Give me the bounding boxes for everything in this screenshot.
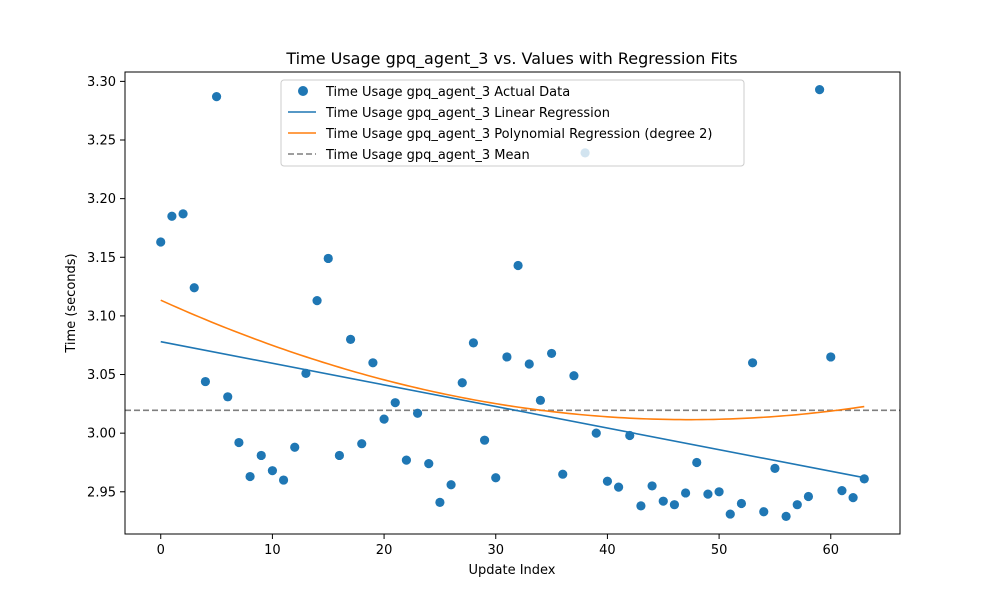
y-tick-label: 3.00	[87, 427, 116, 442]
data-point	[502, 352, 512, 362]
x-tick-label: 20	[376, 543, 393, 558]
x-axis: 0 10 20 30 40 50 60	[157, 534, 839, 558]
data-point	[636, 501, 646, 511]
data-point	[736, 498, 747, 509]
data-point	[245, 471, 255, 482]
data-point	[178, 209, 188, 219]
data-point	[859, 474, 869, 484]
x-tick-label: 60	[822, 543, 839, 558]
data-point	[815, 84, 825, 95]
data-point	[468, 338, 479, 348]
data-point	[602, 476, 613, 486]
linear-regression-line	[160, 340, 865, 479]
data-point	[491, 473, 501, 483]
data-point	[781, 511, 791, 522]
data-point	[747, 358, 758, 368]
y-tick-label: 3.25	[87, 134, 116, 149]
legend-marker-actual	[298, 86, 308, 96]
data-point	[357, 439, 367, 449]
y-tick-label: 3.30	[87, 75, 116, 90]
data-point	[345, 334, 356, 344]
data-point	[390, 398, 400, 408]
data-point	[625, 430, 635, 441]
data-point	[167, 211, 177, 221]
legend-label-poly: Time Usage gpq_agent_3 Polynomial Regres…	[325, 127, 712, 142]
data-point	[200, 376, 210, 387]
data-point	[826, 352, 836, 362]
y-tick-label: 3.10	[87, 309, 116, 324]
data-point	[267, 466, 278, 476]
data-point	[278, 475, 289, 485]
data-point	[535, 395, 546, 405]
x-tick-label: 40	[599, 543, 616, 558]
legend-label-linear: Time Usage gpq_agent_3 Linear Regression	[325, 106, 610, 121]
plot-frame	[124, 71, 901, 535]
data-point	[770, 463, 780, 473]
data-point	[435, 497, 445, 507]
data-point	[569, 371, 579, 381]
data-point	[412, 408, 423, 418]
plot-area	[125, 84, 900, 522]
data-point	[837, 486, 847, 496]
data-point	[290, 442, 300, 452]
data-point	[759, 507, 769, 517]
data-point	[368, 358, 378, 368]
data-point	[223, 392, 233, 402]
data-point	[725, 509, 735, 519]
legend-label-mean: Time Usage gpq_agent_3 Mean	[325, 148, 530, 163]
data-point	[669, 500, 680, 510]
data-point	[156, 237, 166, 247]
data-point	[680, 488, 691, 498]
data-point	[692, 457, 702, 468]
chart-title: Time Usage gpq_agent_3 vs. Values with R…	[285, 49, 737, 69]
data-point	[211, 92, 222, 102]
data-point	[446, 480, 456, 490]
data-point	[524, 359, 534, 369]
y-tick-label: 3.15	[87, 251, 116, 266]
data-point	[658, 496, 668, 506]
data-point	[424, 459, 434, 469]
data-point	[703, 489, 713, 499]
data-point	[647, 481, 657, 491]
x-tick-label: 50	[711, 543, 728, 558]
x-tick-label: 0	[157, 543, 165, 558]
data-point	[323, 253, 333, 264]
data-point	[401, 455, 412, 465]
data-point	[591, 428, 601, 438]
data-point	[457, 378, 467, 388]
y-tick-label: 2.95	[87, 485, 116, 500]
legend-box	[280, 79, 745, 167]
x-tick-label: 30	[487, 543, 504, 558]
x-axis-label: Update Index	[468, 563, 555, 578]
data-point	[714, 487, 724, 497]
data-point	[513, 260, 523, 271]
data-point	[189, 283, 199, 293]
legend-label-actual: Time Usage gpq_agent_3 Actual Data	[325, 85, 570, 100]
data-point	[546, 348, 557, 359]
legend: Time Usage gpq_agent_3 Actual Data Time …	[280, 79, 745, 167]
x-tick-label: 10	[264, 543, 281, 558]
y-tick-label: 3.05	[87, 368, 116, 383]
y-axis: 2.95 3.00 3.05 3.10 3.15 3.20 3.25 3.30	[87, 75, 125, 500]
data-point	[256, 450, 266, 461]
data-point	[479, 435, 490, 445]
data-point	[803, 491, 814, 502]
data-point	[334, 450, 345, 461]
y-axis-label: Time (seconds)	[64, 253, 79, 353]
data-point	[848, 493, 858, 503]
data-point	[792, 500, 802, 510]
y-tick-label: 3.20	[87, 192, 116, 207]
data-point	[379, 414, 389, 424]
data-point	[558, 469, 568, 479]
data-point	[312, 296, 322, 306]
data-point	[301, 368, 311, 378]
data-point	[234, 437, 244, 448]
data-point	[613, 482, 624, 492]
polynomial-regression-curve	[160, 299, 865, 421]
